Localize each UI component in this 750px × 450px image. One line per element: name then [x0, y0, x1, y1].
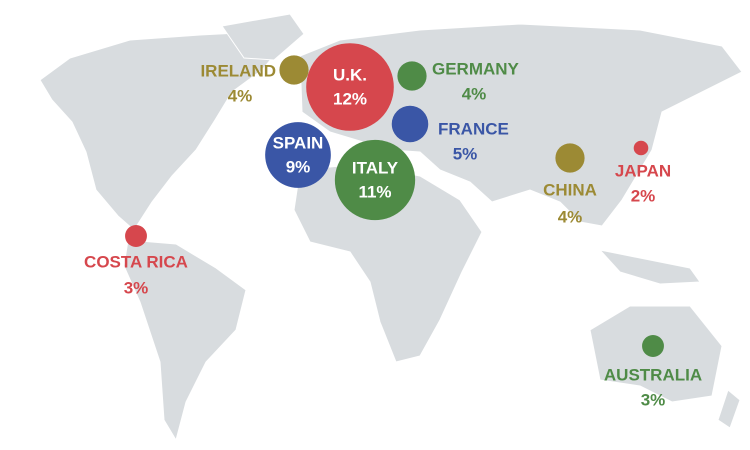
- value-label: 11%: [358, 182, 391, 201]
- country-label: CHINA: [543, 180, 597, 199]
- bubble: [391, 105, 429, 143]
- bubble: [125, 225, 147, 247]
- value-label: 3%: [124, 278, 149, 297]
- bubble: [265, 122, 331, 188]
- country-label: SPAIN: [273, 133, 324, 152]
- north-america: [39, 31, 283, 231]
- south-america: [123, 239, 247, 442]
- bubble: [555, 143, 585, 173]
- country-label: COSTA RICA: [84, 252, 188, 271]
- value-label: 4%: [228, 86, 253, 105]
- bubble: [279, 55, 309, 85]
- value-label: 12%: [333, 89, 367, 108]
- country-label: JAPAN: [615, 161, 671, 180]
- value-label: 9%: [286, 157, 311, 176]
- africa: [293, 163, 483, 363]
- country-label: FRANCE: [438, 119, 509, 138]
- country-label: ITALY: [352, 158, 399, 177]
- bubble: [642, 335, 664, 357]
- bubble: [397, 61, 427, 91]
- indonesia: [598, 249, 701, 285]
- bubble: [633, 140, 649, 156]
- bubble: [306, 43, 394, 131]
- country-label: U.K.: [333, 65, 367, 84]
- greenland: [221, 13, 305, 61]
- value-label: 3%: [641, 390, 666, 409]
- markers: U.K. 12% ITALY 11% SPAIN 9% FRANCE 5% GERMANY 4% I…: [84, 43, 702, 409]
- value-label: 4%: [558, 207, 583, 226]
- country-label: GERMANY: [432, 59, 520, 78]
- value-label: 5%: [453, 144, 478, 163]
- new-zealand: [717, 389, 741, 429]
- value-label: 2%: [631, 186, 656, 205]
- bubble: [334, 139, 416, 221]
- value-label: 4%: [462, 84, 487, 103]
- country-label: AUSTRALIA: [604, 365, 702, 384]
- country-label: IRELAND: [200, 61, 276, 80]
